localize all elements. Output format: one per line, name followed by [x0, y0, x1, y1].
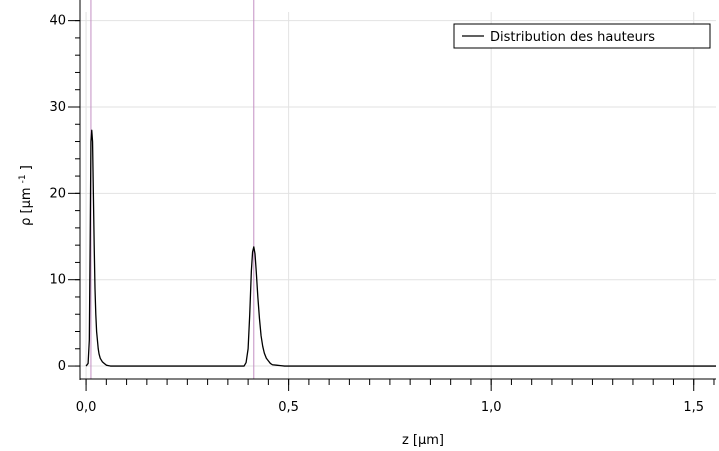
x-tick-label-1: 0,5 [278, 400, 299, 415]
y-tick-label-0: 0 [58, 359, 66, 374]
y-axis-label-main: ρ [µm [19, 187, 34, 225]
x-axis-label: z [µm] [402, 433, 444, 447]
legend[interactable]: Distribution des hauteurs [453, 23, 711, 49]
vertical-markers [90, 0, 255, 379]
grid-layer [80, 12, 716, 379]
y-tick-label-4: 40 [49, 14, 66, 29]
series-layer [85, 129, 716, 367]
series-line-0 [85, 129, 716, 367]
y-tick-label-1: 10 [49, 273, 66, 288]
y-tick-label-3: 30 [49, 100, 66, 115]
legend-box [453, 23, 711, 49]
axis-layer: 0 10 20 30 40 0,0 0,5 1,0 1,5 [49, 0, 716, 415]
x-tick-label-3: 1,5 [683, 400, 704, 415]
y-axis-label-close: ] [19, 165, 34, 170]
x-tick-label-0: 0,0 [76, 400, 97, 415]
y-axis-label: ρ [µm -1 ] [14, 165, 34, 226]
y-tick-label-2: 20 [49, 186, 66, 201]
y-axis-label-superscript: -1 [18, 174, 28, 183]
x-tick-label-2: 1,0 [481, 400, 502, 415]
legend-entry-label: Distribution des hauteurs [490, 30, 655, 45]
